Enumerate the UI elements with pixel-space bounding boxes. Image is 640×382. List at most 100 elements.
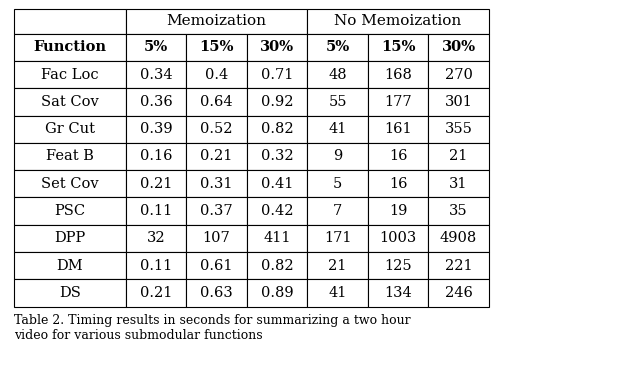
Bar (246, 115, 307, 143)
Bar (14, 279, 125, 307)
Text: 0.16: 0.16 (140, 149, 172, 163)
Text: 19: 19 (389, 204, 407, 218)
Bar (125, 61, 186, 88)
Bar (125, 225, 186, 252)
Bar (186, 115, 246, 143)
Bar (125, 88, 186, 115)
Bar (14, 143, 125, 170)
Text: 107: 107 (203, 231, 230, 245)
Text: 0.21: 0.21 (140, 286, 172, 300)
Text: 0.11: 0.11 (140, 204, 172, 218)
Text: 30%: 30% (260, 40, 294, 54)
Text: 48: 48 (328, 68, 347, 82)
Text: 0.92: 0.92 (260, 95, 293, 109)
Text: 270: 270 (445, 68, 472, 82)
Text: 0.39: 0.39 (140, 122, 172, 136)
Text: 32: 32 (147, 231, 165, 245)
Text: 355: 355 (445, 122, 472, 136)
Text: 0.31: 0.31 (200, 177, 233, 191)
Text: 21: 21 (449, 149, 468, 163)
Bar (246, 279, 307, 307)
Bar (307, 252, 368, 279)
Bar (125, 34, 186, 61)
Bar (368, 225, 428, 252)
Bar (307, 115, 368, 143)
Bar (307, 34, 368, 61)
Text: 55: 55 (328, 95, 347, 109)
Text: Table 2. Timing results in seconds for summarizing a two hour
video for various : Table 2. Timing results in seconds for s… (14, 314, 411, 342)
Bar (428, 88, 489, 115)
Bar (368, 34, 428, 61)
Text: PSC: PSC (54, 204, 86, 218)
Bar (246, 88, 307, 115)
Text: 0.89: 0.89 (260, 286, 293, 300)
Bar (246, 197, 307, 225)
Text: 9: 9 (333, 149, 342, 163)
Text: 0.41: 0.41 (261, 177, 293, 191)
Text: 134: 134 (384, 286, 412, 300)
Bar (307, 197, 368, 225)
Text: 5%: 5% (325, 40, 349, 54)
Text: 41: 41 (328, 122, 347, 136)
Text: Fac Loc: Fac Loc (41, 68, 99, 82)
Text: 5: 5 (333, 177, 342, 191)
Text: 0.64: 0.64 (200, 95, 233, 109)
Text: 0.82: 0.82 (260, 122, 293, 136)
Text: Memoization: Memoization (166, 14, 266, 28)
Text: 0.34: 0.34 (140, 68, 172, 82)
Bar (428, 279, 489, 307)
Text: 0.61: 0.61 (200, 259, 233, 273)
Bar (368, 143, 428, 170)
Bar (125, 9, 307, 34)
Text: 0.42: 0.42 (260, 204, 293, 218)
Bar (186, 61, 246, 88)
Bar (246, 61, 307, 88)
Bar (368, 115, 428, 143)
Text: Gr Cut: Gr Cut (45, 122, 95, 136)
Bar (186, 279, 246, 307)
Bar (186, 88, 246, 115)
Bar (14, 170, 125, 197)
Text: 301: 301 (445, 95, 472, 109)
Bar (14, 88, 125, 115)
Bar (307, 9, 489, 34)
Bar (368, 170, 428, 197)
Bar (368, 88, 428, 115)
Bar (246, 252, 307, 279)
Bar (14, 225, 125, 252)
Bar (14, 34, 125, 61)
Bar (428, 225, 489, 252)
Text: 411: 411 (263, 231, 291, 245)
Text: 15%: 15% (381, 40, 415, 54)
Text: 0.52: 0.52 (200, 122, 233, 136)
Text: 16: 16 (389, 149, 407, 163)
Text: 1003: 1003 (380, 231, 417, 245)
Text: 4908: 4908 (440, 231, 477, 245)
Text: 177: 177 (384, 95, 412, 109)
Bar (14, 115, 125, 143)
Text: 35: 35 (449, 204, 468, 218)
Bar (186, 34, 246, 61)
Text: 41: 41 (328, 286, 347, 300)
Text: 0.21: 0.21 (140, 177, 172, 191)
Bar (125, 252, 186, 279)
Text: 246: 246 (445, 286, 472, 300)
Bar (186, 252, 246, 279)
Text: 15%: 15% (199, 40, 234, 54)
Text: DS: DS (59, 286, 81, 300)
Bar (307, 225, 368, 252)
Bar (14, 252, 125, 279)
Text: 0.21: 0.21 (200, 149, 232, 163)
Text: 16: 16 (389, 177, 407, 191)
Text: 0.82: 0.82 (260, 259, 293, 273)
Text: 125: 125 (384, 259, 412, 273)
Text: Function: Function (33, 40, 106, 54)
Text: 0.4: 0.4 (205, 68, 228, 82)
Bar (14, 197, 125, 225)
Bar (246, 143, 307, 170)
Text: 0.36: 0.36 (140, 95, 172, 109)
Text: 31: 31 (449, 177, 468, 191)
Bar (246, 34, 307, 61)
Bar (428, 252, 489, 279)
Text: 0.37: 0.37 (200, 204, 233, 218)
